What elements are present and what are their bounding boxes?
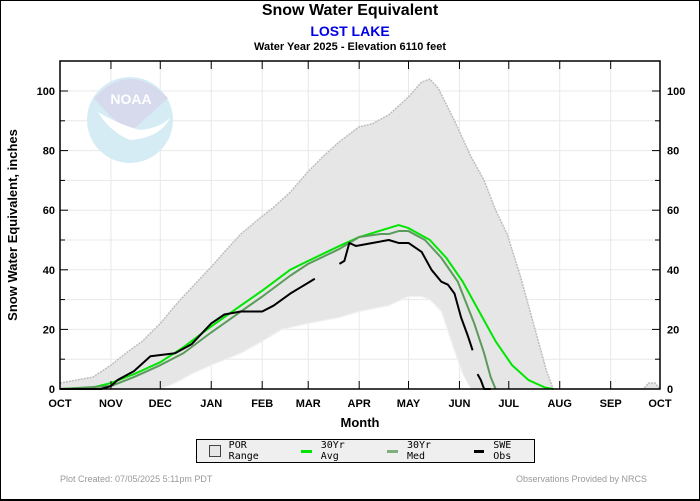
- x-tick-label: NOV: [99, 398, 124, 410]
- plot-created: Plot Created: 07/05/2025 5:11pm PDT: [60, 474, 213, 484]
- por-range-swatch: [209, 445, 221, 457]
- x-tick-label: JAN: [200, 398, 222, 410]
- series-30yr-med: [59, 230, 497, 390]
- x-tick-label: FEB: [251, 398, 273, 410]
- series-swe-obs: [338, 239, 474, 351]
- y-tick-label-right: 0: [667, 384, 673, 396]
- legend-item-swe-obs: SWE Obs: [473, 440, 534, 462]
- series-swe-obs: [60, 277, 316, 390]
- x-tick-label: MAR: [296, 398, 321, 410]
- noaa-logo-icon: NOAA: [87, 77, 173, 163]
- y-axis-label: Snow Water Equivalent, inches: [5, 129, 20, 321]
- y-tick-label-right: 20: [667, 324, 679, 336]
- y-tick-label-right: 100: [667, 86, 685, 98]
- por-range-upper-edge: [59, 78, 661, 390]
- axis-ticks: OCT NOV DEC JAN FEB MAR APR MAY JUN JUL AUG SEP OCT 0…: [37, 61, 685, 410]
- por-range-area: [59, 78, 661, 390]
- y-tick-label-left: 100: [37, 86, 55, 98]
- legend: POR Range 30Yr Avg 30Yr Med SWE Obs: [196, 439, 535, 463]
- y-tick-label-left: 60: [43, 205, 55, 217]
- chart-title: Snow Water Equivalent: [261, 2, 439, 19]
- legend-item-por-range: POR Range: [209, 440, 281, 462]
- noaa-logo-text: NOAA: [110, 91, 151, 107]
- chart-subtitle: Water Year 2025 - Elevation 6110 feet: [253, 41, 446, 53]
- station-name: LOST LAKE: [310, 23, 390, 39]
- y-tick-label-right: 60: [667, 205, 679, 217]
- x-tick-label: JUL: [498, 398, 519, 410]
- x-tick-label: APR: [348, 398, 371, 410]
- y-tick-label-left: 80: [43, 146, 55, 158]
- legend-item-30yr-med: 30Yr Med: [387, 440, 453, 462]
- por-range-lower-edge: [60, 295, 660, 390]
- observations-credit: Observations Provided by NRCS: [516, 474, 648, 484]
- legend-label: 30Yr Avg: [320, 440, 345, 462]
- y-tick-label-left: 40: [43, 265, 55, 277]
- x-axis-label: Month: [341, 415, 380, 430]
- y-tick-label-right: 40: [667, 265, 679, 277]
- legend-label: POR Range: [228, 440, 259, 462]
- med-swatch: [387, 449, 398, 453]
- x-tick-label: DEC: [149, 398, 172, 410]
- x-tick-label: MAY: [397, 398, 421, 410]
- por-range-fill: [60, 79, 660, 389]
- legend-label: SWE Obs: [493, 440, 512, 462]
- x-tick-label: JUN: [448, 398, 470, 410]
- x-tick-label: AUG: [547, 398, 571, 410]
- x-tick-label: SEP: [600, 398, 622, 410]
- y-tick-label-right: 80: [667, 146, 679, 158]
- x-tick-label: OCT: [648, 398, 672, 410]
- y-tick-label-left: 20: [43, 324, 55, 336]
- y-tick-label-left: 0: [49, 384, 55, 396]
- x-tick-label: OCT: [48, 398, 72, 410]
- plot-border: [59, 60, 661, 390]
- obs-swatch: [473, 449, 485, 453]
- legend-label: 30Yr Med: [406, 440, 432, 462]
- avg-swatch: [301, 449, 312, 453]
- legend-item-30yr-avg: 30Yr Avg: [301, 440, 367, 462]
